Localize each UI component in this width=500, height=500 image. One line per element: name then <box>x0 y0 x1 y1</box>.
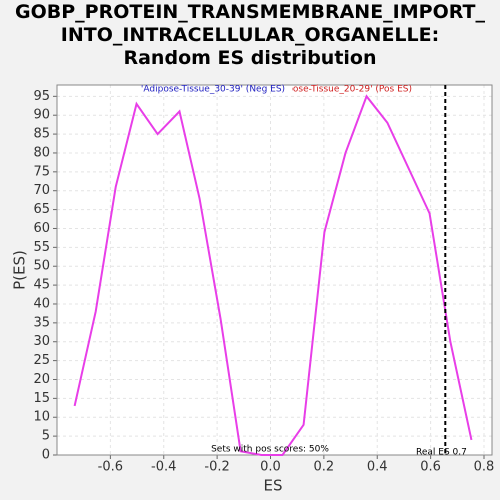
y-tick-label: 35 <box>33 315 50 330</box>
y-tick-label: 55 <box>33 240 50 255</box>
y-tick-label: 0 <box>42 448 50 463</box>
plot-area <box>57 85 492 455</box>
y-tick-label: 95 <box>33 89 50 104</box>
x-tick-label: 0.8 <box>474 460 495 475</box>
y-tick-label: 70 <box>33 183 50 198</box>
x-tick-label: 0.0 <box>260 460 281 475</box>
pos-note: Sets with pos scores: 50% <box>211 445 329 455</box>
real-es-label: Real ES 0.7 <box>416 448 467 458</box>
x-tick-label: -0.6 <box>98 460 123 475</box>
chart-title: GOBP_PROTEIN_TRANSMEMBRANE_IMPORT_ INTO_I… <box>15 1 485 69</box>
y-tick-label: 30 <box>33 334 50 349</box>
y-tick-label: 20 <box>33 372 50 387</box>
x-tick-label: 0.6 <box>420 460 441 475</box>
y-tick-label: 15 <box>33 391 50 406</box>
y-tick-label: 80 <box>33 145 50 160</box>
y-tick-label: 40 <box>33 296 50 311</box>
x-tick-label: 0.2 <box>314 460 335 475</box>
chart-title-text: GOBP_PROTEIN_TRANSMEMBRANE_IMPORT_ INTO_I… <box>15 1 485 69</box>
y-tick-label: 50 <box>33 259 50 274</box>
x-axis-label: ES <box>264 477 283 495</box>
y-tick-label: 25 <box>33 353 50 368</box>
y-tick-label: 10 <box>33 410 50 425</box>
y-tick-label: 45 <box>33 278 50 293</box>
y-tick-label: 60 <box>33 221 50 236</box>
y-tick-label: 85 <box>33 127 50 142</box>
y-tick-label: 65 <box>33 202 50 217</box>
line-series <box>73 94 473 456</box>
y-tick-label: 75 <box>33 164 50 179</box>
neg-legend: 'Adipose-Tissue_30-39' (Neg ES) <box>141 85 285 95</box>
x-tick-label: -0.4 <box>151 460 176 475</box>
pos-legend: 'Adipose-Tissue_20-29' (Pos ES) <box>271 85 412 95</box>
y-axis-label: P(ES) <box>11 250 29 290</box>
x-tick-label: 0.4 <box>367 460 388 475</box>
y-tick-label: 5 <box>42 429 50 444</box>
x-tick-label: -0.2 <box>204 460 229 475</box>
y-tick-label: 90 <box>33 108 50 123</box>
